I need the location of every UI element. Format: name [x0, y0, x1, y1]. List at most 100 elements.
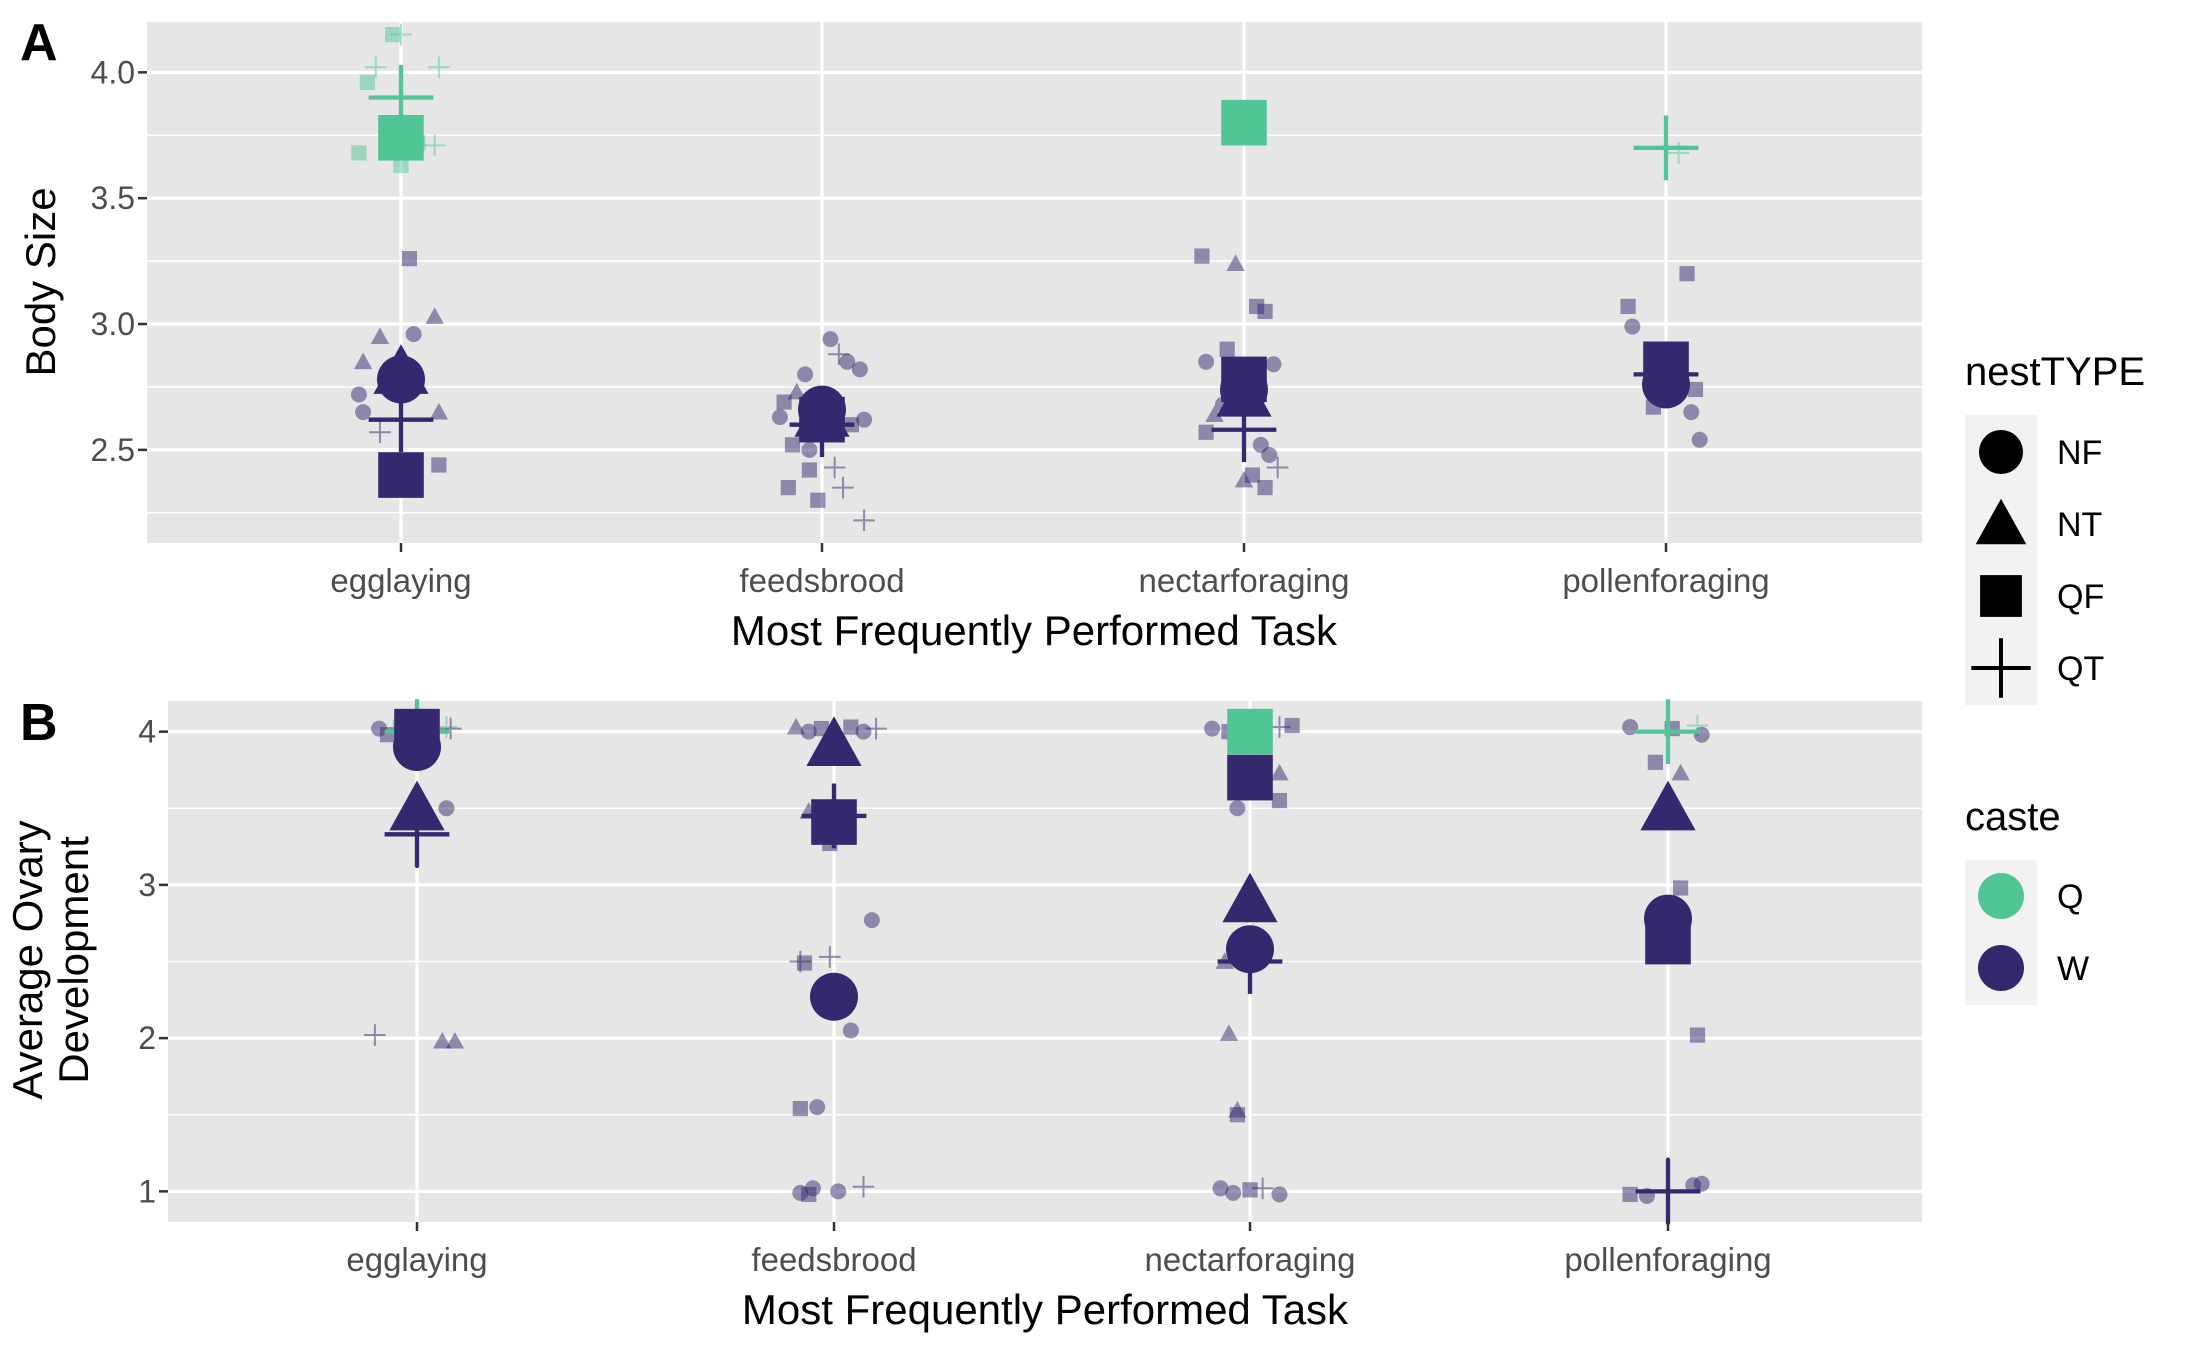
mean-point — [368, 387, 434, 453]
mean-point — [384, 801, 450, 867]
mean-point — [1221, 99, 1267, 146]
data-point — [390, 23, 412, 46]
legend-shape-key-nf — [1979, 430, 2023, 474]
data-point — [1244, 467, 1261, 483]
data-point — [359, 74, 375, 91]
data-point — [853, 509, 875, 532]
data-point — [842, 1022, 859, 1039]
mean-point — [378, 114, 424, 161]
x-tick-label: egglaying — [346, 1241, 487, 1278]
data-point — [364, 1024, 386, 1046]
data-point — [830, 1183, 847, 1200]
panel-b-y-axis-title-line-1: Average Ovary — [4, 820, 51, 1099]
panel-a: 2.5 3.0 3.5 4.0 egglaying feedsbrood nectarfo… — [17, 14, 1922, 654]
data-point — [405, 326, 422, 343]
mean-point — [393, 722, 441, 771]
data-point — [1270, 763, 1289, 781]
mean-point — [377, 355, 425, 404]
mean-point — [1640, 780, 1696, 831]
data-point — [801, 462, 817, 478]
data-point — [364, 56, 387, 79]
data-point — [1226, 254, 1245, 271]
legend: nestTYPE NF NT QF QT caste QW — [1965, 350, 2145, 1005]
data-point — [1242, 1182, 1258, 1198]
panel-a-background — [147, 22, 1922, 543]
data-point — [786, 717, 806, 735]
data-point — [801, 441, 818, 458]
data-point — [428, 56, 450, 79]
data-point — [1265, 356, 1282, 373]
legend-color-key-w — [1978, 945, 2024, 991]
data-point — [393, 157, 409, 174]
data-point — [1624, 318, 1641, 335]
y-tick-label: 3 — [138, 867, 156, 903]
data-point — [1691, 431, 1708, 448]
panel-b: 1 2 3 4 egglaying feedsbrood nectarforaging po… — [4, 694, 1922, 1333]
data-point — [787, 382, 806, 400]
data-point — [1689, 1027, 1706, 1043]
panel-b-y-axis-title: Average Ovary Development — [4, 820, 97, 1099]
data-point — [350, 386, 367, 403]
data-point — [823, 456, 846, 479]
data-point — [810, 492, 826, 508]
mean-point — [1635, 1158, 1701, 1224]
y-tick-label: 4 — [138, 714, 156, 750]
data-point — [1687, 381, 1704, 398]
data-point — [855, 723, 872, 740]
panel-a-marks — [350, 23, 1708, 532]
data-point — [851, 361, 868, 378]
mean-point — [378, 452, 424, 498]
data-point — [1205, 405, 1224, 422]
mean-point — [1217, 929, 1283, 994]
data-point — [771, 409, 788, 426]
data-point — [429, 402, 449, 420]
data-point — [797, 366, 814, 383]
data-point — [828, 343, 850, 366]
panel-b-x-axis-title: Most Frequently Performed Task — [742, 1286, 1349, 1333]
data-point — [1671, 763, 1690, 781]
x-tick-label: pollenforaging — [1564, 1241, 1771, 1278]
data-point — [818, 946, 841, 968]
data-point — [369, 421, 391, 444]
mean-point — [806, 716, 862, 766]
data-point — [355, 404, 372, 421]
data-point — [1219, 1024, 1239, 1041]
data-point — [843, 719, 859, 735]
data-point — [1257, 480, 1273, 496]
data-point — [1679, 266, 1695, 282]
panel-b-y-ticks: 1 2 3 4 — [138, 714, 168, 1209]
x-tick-label: pollenforaging — [1562, 562, 1769, 599]
panel-a-y-axis-title: Body Size — [17, 187, 64, 376]
x-tick-label: feedsbrood — [739, 562, 904, 599]
y-tick-label: 3.0 — [91, 306, 135, 342]
legend-shape-key-qf — [1980, 575, 2022, 617]
mean-point — [789, 392, 855, 458]
data-point — [852, 1175, 875, 1198]
mean-point — [1222, 872, 1278, 923]
legend-color-label: W — [2057, 950, 2089, 988]
y-tick-label: 3.5 — [91, 180, 135, 216]
data-point — [1271, 793, 1288, 809]
data-point — [1234, 470, 1254, 488]
data-point — [423, 134, 446, 157]
data-point — [809, 1099, 826, 1116]
data-point — [1266, 456, 1289, 479]
data-point — [1219, 341, 1235, 357]
data-point — [370, 327, 390, 344]
legend-shape-label: NT — [2057, 506, 2102, 544]
mean-point — [1227, 708, 1273, 755]
data-point — [796, 955, 813, 971]
mean-point — [1216, 366, 1272, 417]
data-point — [1257, 303, 1273, 320]
data-point — [1622, 1186, 1638, 1203]
data-point — [832, 476, 854, 499]
data-point — [401, 250, 418, 267]
mean-point — [1645, 918, 1691, 965]
legend-shape-label: QF — [2057, 578, 2104, 616]
y-tick-label: 1 — [138, 1173, 156, 1209]
x-tick-label: nectarforaging — [1145, 1241, 1356, 1278]
data-point — [1225, 1184, 1242, 1201]
panel-a-x-ticks: egglaying feedsbrood nectarforaging pollenf… — [330, 543, 1770, 599]
mean-point — [810, 972, 858, 1021]
data-point — [1228, 1100, 1247, 1118]
